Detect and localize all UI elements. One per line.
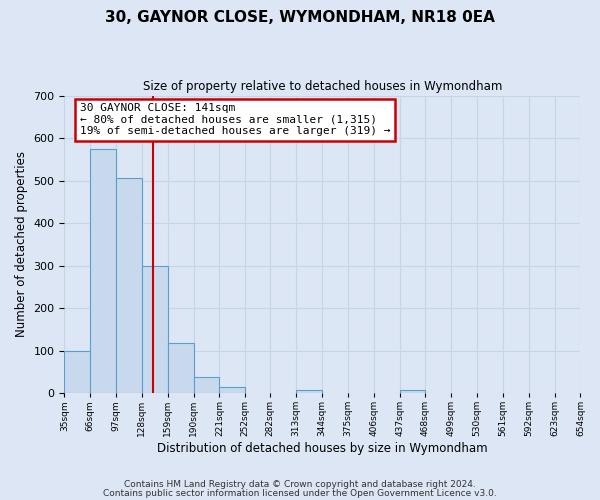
Bar xyxy=(90,148,116,393)
Bar xyxy=(64,350,90,393)
X-axis label: Distribution of detached houses by size in Wymondham: Distribution of detached houses by size … xyxy=(157,442,488,455)
Bar xyxy=(296,390,322,393)
Bar xyxy=(116,178,142,393)
Bar xyxy=(220,387,245,393)
Bar xyxy=(142,266,168,393)
Bar xyxy=(194,378,220,393)
Bar xyxy=(168,344,194,393)
Bar xyxy=(400,390,425,393)
Title: Size of property relative to detached houses in Wymondham: Size of property relative to detached ho… xyxy=(143,80,502,93)
Text: Contains public sector information licensed under the Open Government Licence v3: Contains public sector information licen… xyxy=(103,488,497,498)
Text: 30, GAYNOR CLOSE, WYMONDHAM, NR18 0EA: 30, GAYNOR CLOSE, WYMONDHAM, NR18 0EA xyxy=(105,10,495,25)
Text: Contains HM Land Registry data © Crown copyright and database right 2024.: Contains HM Land Registry data © Crown c… xyxy=(124,480,476,489)
Y-axis label: Number of detached properties: Number of detached properties xyxy=(15,152,28,338)
Text: 30 GAYNOR CLOSE: 141sqm
← 80% of detached houses are smaller (1,315)
19% of semi: 30 GAYNOR CLOSE: 141sqm ← 80% of detache… xyxy=(80,103,391,136)
